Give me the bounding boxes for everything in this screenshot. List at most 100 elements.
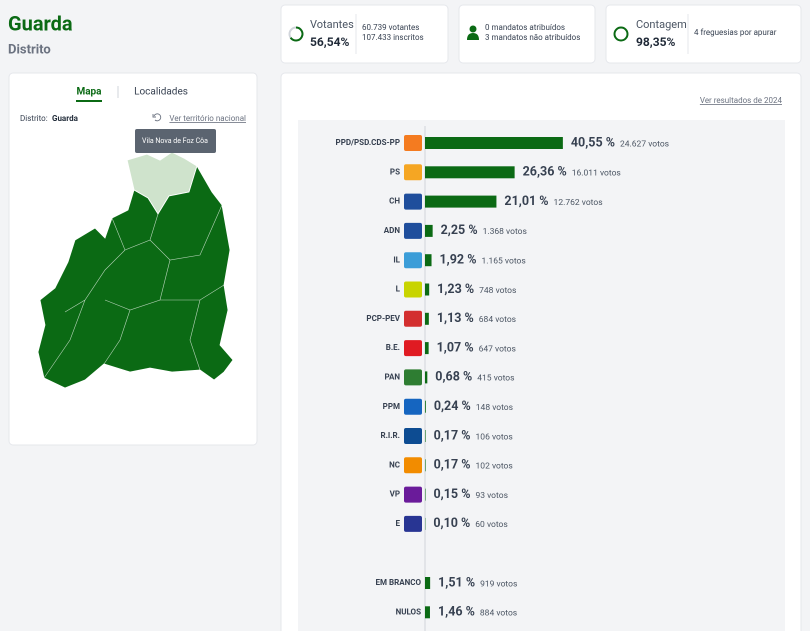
party-logo (404, 369, 422, 386)
value-label: 21,01 % (504, 194, 548, 209)
votes-label: 1.165 votos (481, 256, 525, 266)
bar (425, 137, 563, 149)
card-votantes (280, 4, 449, 64)
category-label: PPD/PSD.CDS-PP (336, 138, 400, 147)
party-logo (404, 135, 422, 151)
bar (425, 166, 515, 179)
bar (425, 488, 426, 501)
votes-label: 12.762 votos (554, 198, 603, 208)
bar (425, 312, 429, 325)
map-borders (43, 204, 225, 379)
card-mandatos (458, 4, 596, 64)
votes-label: 919 votos (480, 579, 517, 589)
value-label: 0,17 % (434, 458, 471, 473)
value-label: 26,36 % (523, 165, 567, 180)
party-logo (404, 252, 422, 269)
category-label: PS (390, 167, 400, 176)
party-logo (404, 310, 422, 327)
person-icon (469, 25, 477, 33)
value-label: 1,07 % (437, 340, 474, 355)
stat-detail: 107.433 inscritos (362, 33, 424, 42)
votes-label: 24.627 votos (620, 139, 669, 149)
bar (425, 224, 433, 237)
value-label: 0,17 % (434, 428, 471, 443)
value-label: 0,24 % (434, 399, 471, 414)
stat-label: Contagem (636, 18, 687, 31)
category-label: ADN (384, 226, 401, 235)
tooltip-text: Vila Nova de Foz Côa (142, 137, 208, 145)
category-label: PAN (384, 373, 400, 382)
votes-label: 148 votos (476, 403, 513, 413)
bar (425, 195, 497, 208)
category-label: CH (389, 197, 400, 206)
party-logo (404, 164, 422, 181)
district-name: Guarda (52, 114, 79, 123)
value-label: 1,46 % (438, 605, 475, 620)
card-contagem (605, 4, 802, 64)
stat-detail: 60.739 votantes (362, 23, 419, 32)
bar-chart: PPD/PSD.CDS-PP 40,55 % 24.627 votos PS 26,36… (336, 135, 669, 620)
votes-label: 60 votos (475, 520, 508, 530)
stat-detail: 3 mandatos não atribuídos (485, 33, 580, 42)
category-label: IL (393, 255, 400, 264)
bar (425, 606, 430, 619)
tab[interactable]: Localidades (134, 87, 188, 98)
value-label: 2,25 % (441, 223, 478, 238)
category-label: NULOS (396, 607, 422, 616)
value-label: 1,23 % (437, 282, 474, 297)
category-label: L (396, 285, 401, 294)
stat-detail: 4 freguesias por apurar (694, 28, 777, 37)
bar (425, 459, 426, 472)
stat-label: Votantes (310, 18, 354, 31)
votes-label: 102 votos (476, 462, 513, 472)
stat-value: 56,54% (310, 35, 349, 49)
reset-icon (152, 113, 162, 122)
bar (425, 577, 431, 589)
votes-label: 415 votos (477, 374, 514, 384)
value-label: 1,92 % (440, 252, 477, 267)
bar (425, 342, 429, 355)
party-logo (404, 515, 422, 532)
party-logo (404, 486, 422, 503)
stat-detail: 0 mandatos atribuídos (485, 23, 565, 32)
party-logo (404, 193, 422, 210)
votes-label: 684 votos (479, 315, 516, 325)
votes-label: 647 votos (479, 344, 516, 354)
category-label: PCP-PEV (366, 314, 400, 323)
chart-area (298, 120, 785, 631)
category-label: NC (389, 460, 400, 469)
category-label: PPM (383, 402, 400, 411)
stat-value: 98,35% (636, 35, 675, 49)
results-link[interactable]: Ver resultados de 2024 (700, 96, 783, 105)
value-label: 0,68 % (435, 370, 472, 385)
category-label: R.I.R. (380, 431, 400, 440)
bar (425, 400, 426, 413)
party-logo (404, 222, 422, 239)
party-logo (404, 457, 422, 474)
spinner (613, 26, 629, 42)
page-title: Guarda (8, 11, 73, 35)
tab-active[interactable]: Mapa (76, 87, 102, 98)
district-label: Distrito: (20, 114, 48, 123)
tooltip (135, 129, 216, 153)
value-label: 1,13 % (437, 311, 474, 326)
votes-label: 748 votos (479, 286, 516, 296)
votes-label: 1.368 votos (483, 227, 527, 237)
party-logo (404, 398, 422, 415)
party-logo (404, 281, 422, 298)
party-logo (404, 340, 422, 357)
spinner-arc (289, 26, 304, 42)
bar (425, 371, 428, 384)
national-link[interactable]: Ver território nacional (169, 114, 246, 123)
page-subtitle: Distrito (8, 42, 51, 57)
person-icon (467, 33, 479, 40)
bar (425, 430, 426, 442)
category-label: VP (390, 490, 400, 499)
map-district[interactable] (37, 165, 234, 389)
party-logo (404, 428, 422, 444)
votes-label: 884 votos (480, 609, 517, 619)
category-label: E (396, 519, 401, 528)
value-label: 1,51 % (438, 575, 475, 590)
